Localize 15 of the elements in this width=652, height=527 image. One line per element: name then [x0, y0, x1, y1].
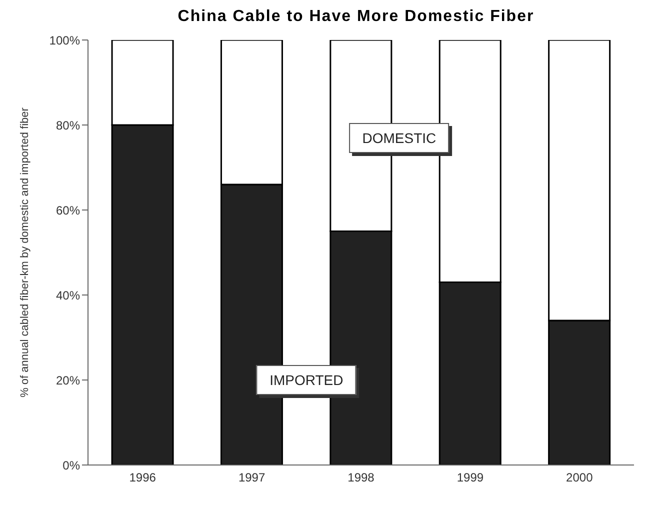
x-tick-label: 1998 [348, 470, 375, 485]
x-tick-label: 1999 [456, 470, 484, 485]
series-label: IMPORTED [256, 365, 356, 395]
y-axis-title: % of annual cabled fiber-km by domestic and imported fiber [18, 107, 31, 398]
chart-title: China Cable to Have More Domestic Fiber [176, 8, 536, 27]
x-tick-label: 2000 [566, 470, 594, 485]
series-label: DOMESTIC [349, 122, 450, 153]
y-tick-label: 80% [56, 118, 80, 132]
y-tick-label: 100% [49, 33, 80, 48]
x-tick-label: 1997 [238, 470, 266, 485]
y-tick-label: 40% [56, 288, 80, 302]
y-tick-label: 0% [62, 458, 80, 472]
y-tick-label: 20% [56, 373, 80, 388]
y-tick-label: 60% [56, 203, 80, 218]
x-tick-label: 1996 [129, 470, 156, 485]
